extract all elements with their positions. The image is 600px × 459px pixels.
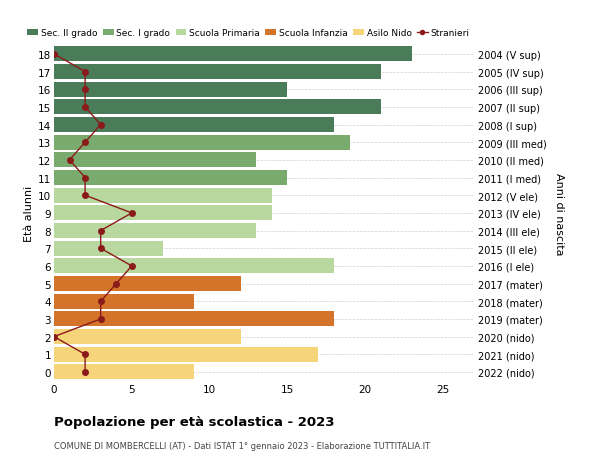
Bar <box>54 171 287 185</box>
Bar <box>54 65 380 80</box>
Bar <box>54 259 334 274</box>
Bar <box>54 347 319 362</box>
Bar <box>54 241 163 256</box>
Bar <box>54 47 412 62</box>
Bar <box>54 135 350 151</box>
Y-axis label: Anni di nascita: Anni di nascita <box>554 172 563 255</box>
Bar <box>54 206 272 221</box>
Bar <box>54 153 256 168</box>
Bar <box>54 294 194 309</box>
Bar <box>54 364 194 380</box>
Bar <box>54 100 380 115</box>
Bar <box>54 224 256 239</box>
Bar <box>54 330 241 344</box>
Bar <box>54 118 334 133</box>
Bar <box>54 188 272 203</box>
Text: Popolazione per età scolastica - 2023: Popolazione per età scolastica - 2023 <box>54 415 335 428</box>
Legend: Sec. II grado, Sec. I grado, Scuola Primaria, Scuola Infanzia, Asilo Nido, Stran: Sec. II grado, Sec. I grado, Scuola Prim… <box>27 29 469 38</box>
Text: COMUNE DI MOMBERCELLI (AT) - Dati ISTAT 1° gennaio 2023 - Elaborazione TUTTITALI: COMUNE DI MOMBERCELLI (AT) - Dati ISTAT … <box>54 441 430 450</box>
Bar <box>54 276 241 291</box>
Bar <box>54 312 334 327</box>
Y-axis label: Età alunni: Età alunni <box>24 185 34 241</box>
Bar <box>54 83 287 97</box>
